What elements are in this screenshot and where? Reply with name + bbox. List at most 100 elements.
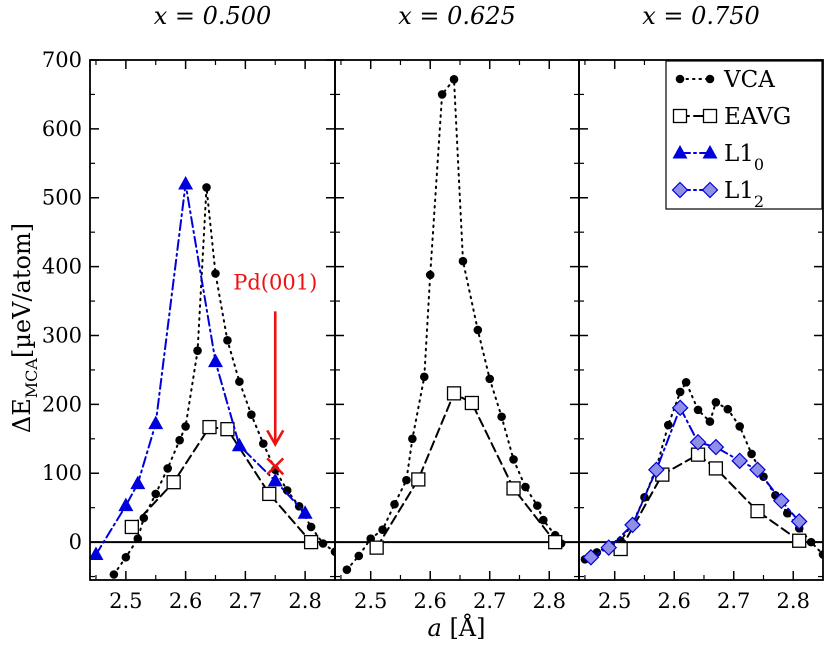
data-point-vca: [681, 378, 691, 387]
data-point-eavg: [262, 486, 277, 502]
data-point-vca: [425, 270, 435, 280]
y-tick-label: 100: [42, 461, 82, 485]
data-point-eavg: [446, 386, 462, 401]
annotation-label: Pd(001): [233, 270, 317, 294]
y-tick-label: 600: [42, 117, 82, 141]
data-point-vca: [109, 570, 119, 579]
legend-marker: [702, 108, 718, 124]
series-line-eavg: [375, 391, 557, 549]
y-tick-label: 0: [69, 530, 82, 554]
data-point-l1-0: [267, 472, 283, 487]
legend-label-main: L1: [724, 178, 754, 204]
x-tick-label: 2.5: [354, 589, 387, 613]
labels-layer: 2.5 2.6 2.7 2.8 x = 0.500 2.5 2.6 2.7 2.8 x = 0.6…: [8, 2, 810, 642]
data-point-vca: [121, 552, 131, 562]
x-tick-label: 2.5: [109, 589, 142, 613]
legend-label-main: VCA: [723, 67, 775, 93]
panel-3-series: [580, 378, 823, 566]
data-point-vca: [473, 325, 483, 335]
data-point-vca: [390, 499, 399, 509]
data-point-vca: [235, 377, 244, 386]
data-point-vca: [211, 269, 220, 278]
data-point-vca: [378, 525, 387, 535]
series-eavg: [613, 447, 807, 557]
annotation-arrow-head: [266, 429, 285, 447]
y-tick-label: 500: [42, 186, 82, 210]
y-axis-title-unit: [µeV/atom]: [8, 223, 36, 358]
series-eavg: [369, 386, 563, 555]
data-point-vca: [711, 398, 721, 407]
data-point-l1-2: [731, 452, 749, 470]
series-line-eavg: [130, 426, 313, 544]
legend-label: L12: [724, 178, 764, 211]
x-tick-label: 2.7: [473, 589, 506, 613]
legend-label: EAVG: [724, 104, 791, 130]
series-l1-2: [582, 399, 808, 566]
data-point-l1-2: [749, 461, 766, 479]
series-vca: [580, 378, 823, 564]
panel-title: x = 0.625: [398, 2, 516, 30]
data-point-l1-2: [689, 433, 707, 451]
data-point-l1-0: [297, 505, 313, 519]
data-point-eavg: [750, 503, 765, 519]
data-point-vca: [458, 256, 468, 266]
x-tick-label: 2.7: [229, 589, 262, 613]
panel-frame: [578, 59, 824, 581]
data-point-l1-2: [600, 539, 618, 556]
data-point-vca: [133, 534, 143, 543]
x-tick-label: 2.8: [777, 589, 810, 613]
data-point-l1-0: [148, 415, 164, 430]
data-point-l1-0: [118, 497, 134, 512]
y-axis-title-main: ΔE: [8, 398, 36, 433]
x-tick-label: 2.5: [598, 589, 631, 613]
annotation-layer: Pd(001): [233, 270, 317, 476]
data-point-vca: [408, 434, 417, 444]
data-point-eavg: [202, 419, 217, 435]
data-point-eavg: [166, 475, 181, 490]
series-line-l1-2: [589, 405, 801, 559]
x-tick-label: 2.8: [288, 589, 321, 613]
data-point-l1-0: [130, 475, 146, 490]
data-point-vca: [318, 539, 328, 548]
legend-entry-l1-0: L10: [672, 141, 764, 174]
legend-marker: [675, 74, 685, 84]
data-point-l1-0: [207, 353, 223, 368]
legend-label-sub: 2: [754, 192, 764, 211]
data-point-vca: [163, 464, 172, 473]
data-point-eavg: [411, 472, 426, 487]
data-point-vca: [419, 372, 429, 382]
legend-marker: [672, 145, 688, 159]
data-point-vca: [202, 183, 211, 192]
y-tick-label: 200: [42, 392, 82, 416]
data-point-vca: [223, 336, 232, 345]
data-point-vca: [497, 412, 506, 422]
data-point-vca: [705, 417, 715, 426]
data-point-vca: [675, 387, 685, 397]
legend-marker: [705, 74, 715, 84]
legend-entry-eavg: EAVG: [672, 104, 791, 130]
data-point-l1-2: [648, 461, 665, 479]
data-point-eavg: [369, 540, 384, 555]
data-point-vca: [735, 422, 744, 431]
panel-1-series: [90, 175, 335, 579]
data-point-vca: [402, 475, 411, 485]
data-point-vca: [175, 435, 184, 445]
data-point-vca: [193, 346, 202, 355]
data-point-vca: [693, 405, 703, 415]
x-tick-label: 2.6: [414, 589, 447, 613]
series-vca: [342, 74, 566, 574]
data-point-vca: [663, 420, 673, 430]
data-point-eavg: [464, 395, 480, 411]
legend-marker: [701, 181, 719, 199]
legend-label-main: L1: [724, 141, 754, 167]
data-point-l1-2: [582, 548, 600, 566]
data-point-l1-0: [178, 175, 194, 190]
legend-marker: [671, 181, 689, 199]
data-point-l1-0: [90, 546, 104, 561]
data-point-vca: [258, 439, 268, 448]
series-vca: [109, 183, 335, 579]
data-point-l1-2: [790, 513, 808, 530]
data-point-eavg: [708, 461, 724, 476]
